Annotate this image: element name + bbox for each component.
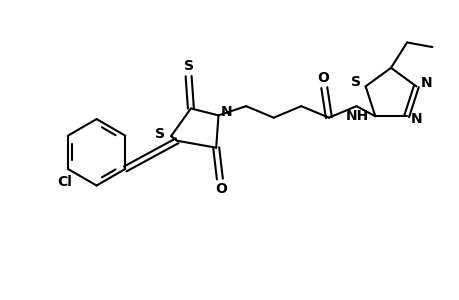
Text: O: O (214, 182, 226, 196)
Text: S: S (350, 75, 360, 89)
Text: S: S (154, 127, 164, 141)
Text: Cl: Cl (56, 175, 72, 189)
Text: O: O (317, 70, 329, 85)
Text: S: S (183, 59, 193, 73)
Text: NH: NH (345, 109, 368, 123)
Text: N: N (420, 76, 431, 90)
Text: N: N (410, 112, 422, 126)
Text: N: N (220, 105, 232, 119)
